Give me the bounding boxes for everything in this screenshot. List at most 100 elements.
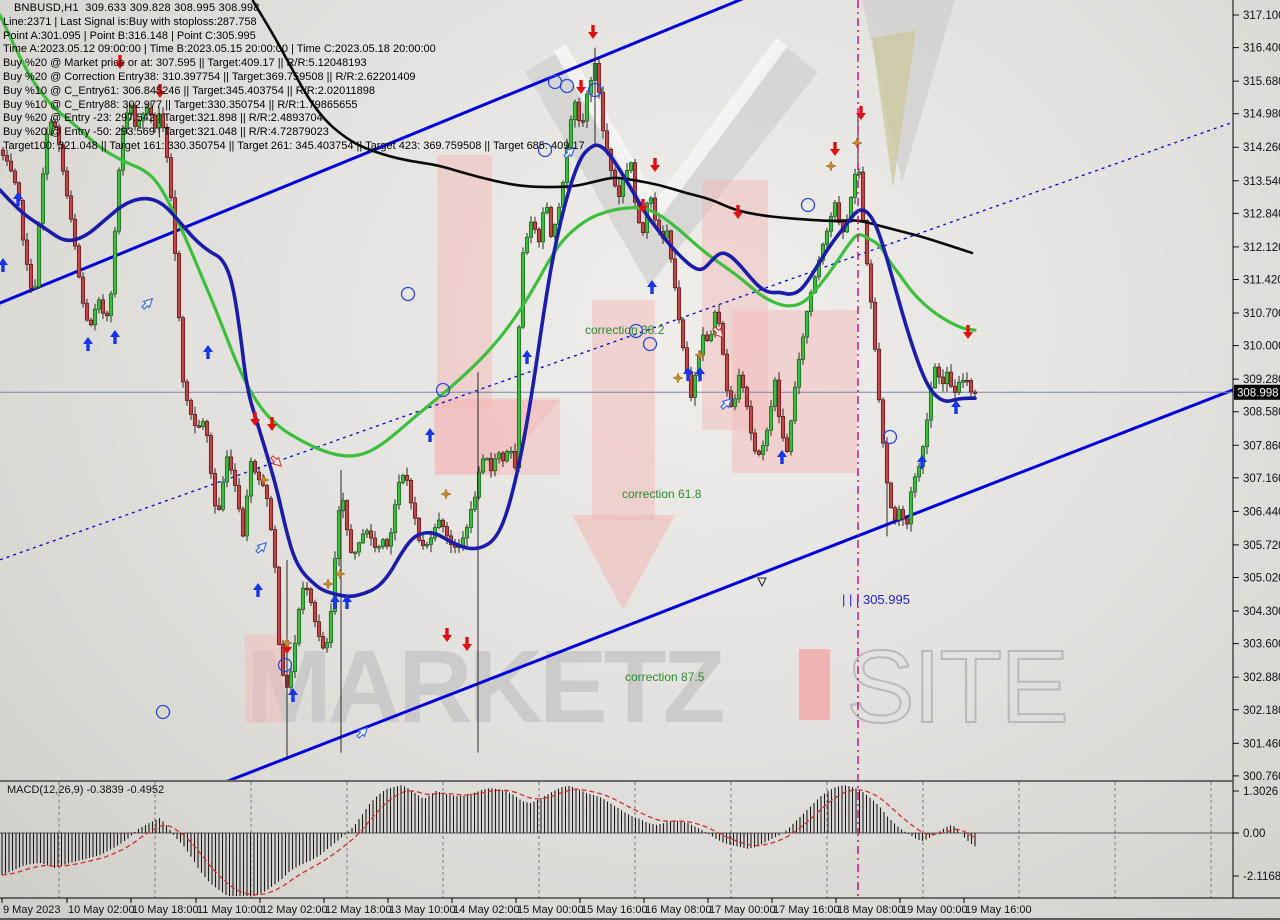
macd-axis-label: 0.00: [1243, 828, 1265, 840]
hollow-down-arrow-icon: [270, 455, 283, 468]
candle-body: [824, 230, 830, 245]
candle-body: [92, 308, 98, 326]
legend-line: Buy %10 @ C_Entry88: 302.977 || Target:3…: [3, 98, 358, 111]
candle-body: [440, 519, 446, 528]
candle-body: [516, 326, 522, 469]
candle-body: [912, 476, 918, 493]
candle-body: [784, 437, 790, 452]
price-tick-label: 316.400: [1243, 43, 1280, 55]
candle-body: [24, 239, 30, 265]
buy-arrow-icon: [647, 280, 657, 294]
candle-body: [808, 292, 814, 312]
candle-body: [160, 113, 166, 128]
candle-body: [856, 171, 862, 175]
candle-body: [356, 542, 362, 553]
candle-body: [180, 317, 186, 383]
buy-arrow-icon: [777, 450, 787, 464]
candle-body: [544, 207, 550, 214]
candle-body: [420, 539, 426, 546]
price-axis[interactable]: 317.100 316.400 315.680 314.980 314.260 313.5…: [1233, 10, 1280, 883]
candle-body: [0, 149, 6, 156]
candle-body: [380, 539, 386, 547]
candle-body: [736, 374, 742, 400]
candle-body: [428, 537, 434, 545]
candle-body: [512, 451, 518, 469]
candle-body: [604, 130, 610, 150]
price-tick-label: 311.420: [1243, 274, 1280, 286]
candle-body: [688, 371, 694, 398]
watermark-wedge-olive: [872, 30, 916, 188]
candle-body: [176, 253, 182, 319]
price-tick-label: 301.460: [1243, 738, 1280, 750]
candle-body: [208, 435, 214, 474]
sell-arrow-icon: [115, 55, 125, 69]
candle-body: [28, 264, 34, 289]
price-tick-label: 305.720: [1243, 540, 1280, 552]
candle-body: [48, 121, 54, 135]
candle-body: [132, 105, 138, 127]
watermark-arrow-center-tip: [572, 515, 675, 610]
candle-body: [412, 502, 418, 519]
chart-legend: BNBUSD,H1 309.633 309.828 308.995 308.99…: [3, 2, 585, 154]
hollow-up-arrow-icon: [141, 297, 154, 310]
candle-body: [228, 456, 234, 471]
candle-body: [404, 474, 410, 481]
candle-body: [972, 391, 978, 394]
candle-body: [396, 482, 402, 506]
time-tick-label: 12 May 02:00: [261, 904, 328, 916]
zone-rect: [435, 398, 560, 475]
candle-body: [124, 112, 130, 129]
sell-arrow-icon: [442, 628, 452, 642]
candle-body: [748, 406, 754, 434]
time-tick-label: 18 May 08:00: [837, 904, 904, 916]
candle-body: [400, 474, 406, 483]
candle-body: [968, 380, 974, 393]
candle-body: [776, 379, 782, 417]
candle-body: [240, 508, 246, 537]
candle-body: [20, 200, 26, 241]
candle-body: [224, 456, 230, 483]
candle-body: [540, 212, 546, 243]
buy-arrow-icon: [288, 688, 298, 702]
candle-body: [924, 419, 930, 448]
time-tick-label: 10 May 18:00: [132, 904, 199, 916]
candle-body: [652, 197, 658, 221]
candle-body: [724, 353, 730, 392]
candle-body: [164, 126, 170, 158]
macd-pane[interactable]: [0, 782, 1233, 898]
candle-body: [264, 485, 270, 499]
time-tick-label: 13 May 10:00: [389, 904, 456, 916]
candle-body: [932, 366, 938, 389]
candle-body: [388, 532, 394, 547]
legend-line: Line:2371 | Last Signal is:Buy with stop…: [3, 15, 257, 28]
candle-body: [368, 530, 374, 539]
star-marker-icon: [440, 488, 452, 500]
candle-body: [672, 258, 678, 289]
candle-body: [444, 526, 450, 537]
main-price-pane[interactable]: MARKETZ SITE correction 38.2 correction 61.…: [0, 0, 1233, 788]
candle-body: [640, 222, 646, 233]
candle-body: [896, 509, 902, 521]
candle-body: [376, 546, 382, 549]
candle-body: [268, 498, 274, 530]
candle-body: [804, 311, 810, 338]
candle-body: [552, 224, 558, 237]
star-marker-icon: [322, 578, 334, 590]
price-tick-label: 315.680: [1243, 76, 1280, 88]
sell-arrow-icon: [856, 106, 866, 120]
price-tick-label: 312.120: [1243, 242, 1280, 254]
candle-body: [328, 611, 334, 643]
candle-body: [468, 509, 474, 528]
candle-body: [32, 286, 38, 289]
candle-body: [616, 185, 622, 197]
star-marker-icon: [258, 474, 270, 486]
sell-arrow-icon: [462, 637, 472, 651]
candle-body: [100, 299, 106, 314]
price-tick-label: 308.580: [1243, 407, 1280, 419]
candle-body: [76, 245, 82, 278]
candle-body: [184, 381, 190, 401]
candle-body: [304, 587, 310, 591]
circle-marker-icon: [400, 286, 416, 302]
